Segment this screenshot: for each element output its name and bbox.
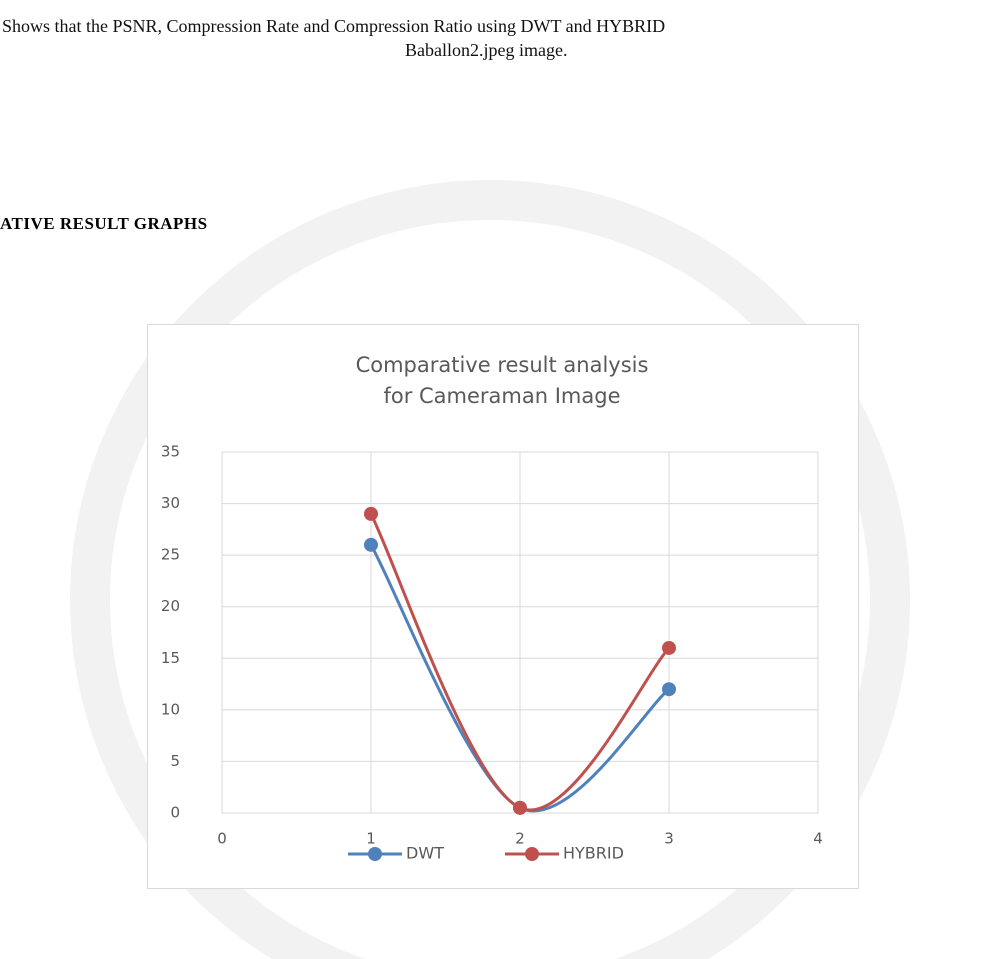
x-tick-label: 4 <box>813 830 823 848</box>
chart-title: Comparative result analysis for Camerama… <box>355 353 649 408</box>
y-tick-label: 0 <box>170 804 180 822</box>
x-tick-label: 0 <box>217 830 227 848</box>
y-tick-label: 35 <box>161 443 180 461</box>
legend-marker <box>525 847 539 861</box>
watermark <box>70 180 910 959</box>
y-tick-label: 15 <box>161 649 180 667</box>
section-heading: ATIVE RESULT GRAPHS <box>0 214 208 233</box>
x-tick-label: 2 <box>515 830 525 848</box>
x-tick-label: 1 <box>366 830 376 848</box>
y-tick-label: 5 <box>170 752 180 770</box>
data-point <box>662 682 676 697</box>
caption-line: Baballon2.jpeg image. <box>405 40 568 60</box>
data-point <box>364 537 378 552</box>
legend-label: DWT <box>406 844 444 863</box>
data-point <box>513 800 527 815</box>
data-point <box>364 506 378 521</box>
legend-label: HYBRID <box>563 844 624 863</box>
caption-line: Shows that the PSNR, Compression Rate an… <box>2 16 666 36</box>
y-tick-label: 10 <box>161 700 180 718</box>
legend-marker <box>368 847 382 861</box>
y-tick-label: 30 <box>161 494 180 512</box>
y-tick-label: 20 <box>161 597 180 615</box>
y-tick-label: 25 <box>161 546 180 564</box>
data-point <box>662 640 676 655</box>
x-tick-label: 3 <box>664 830 674 848</box>
